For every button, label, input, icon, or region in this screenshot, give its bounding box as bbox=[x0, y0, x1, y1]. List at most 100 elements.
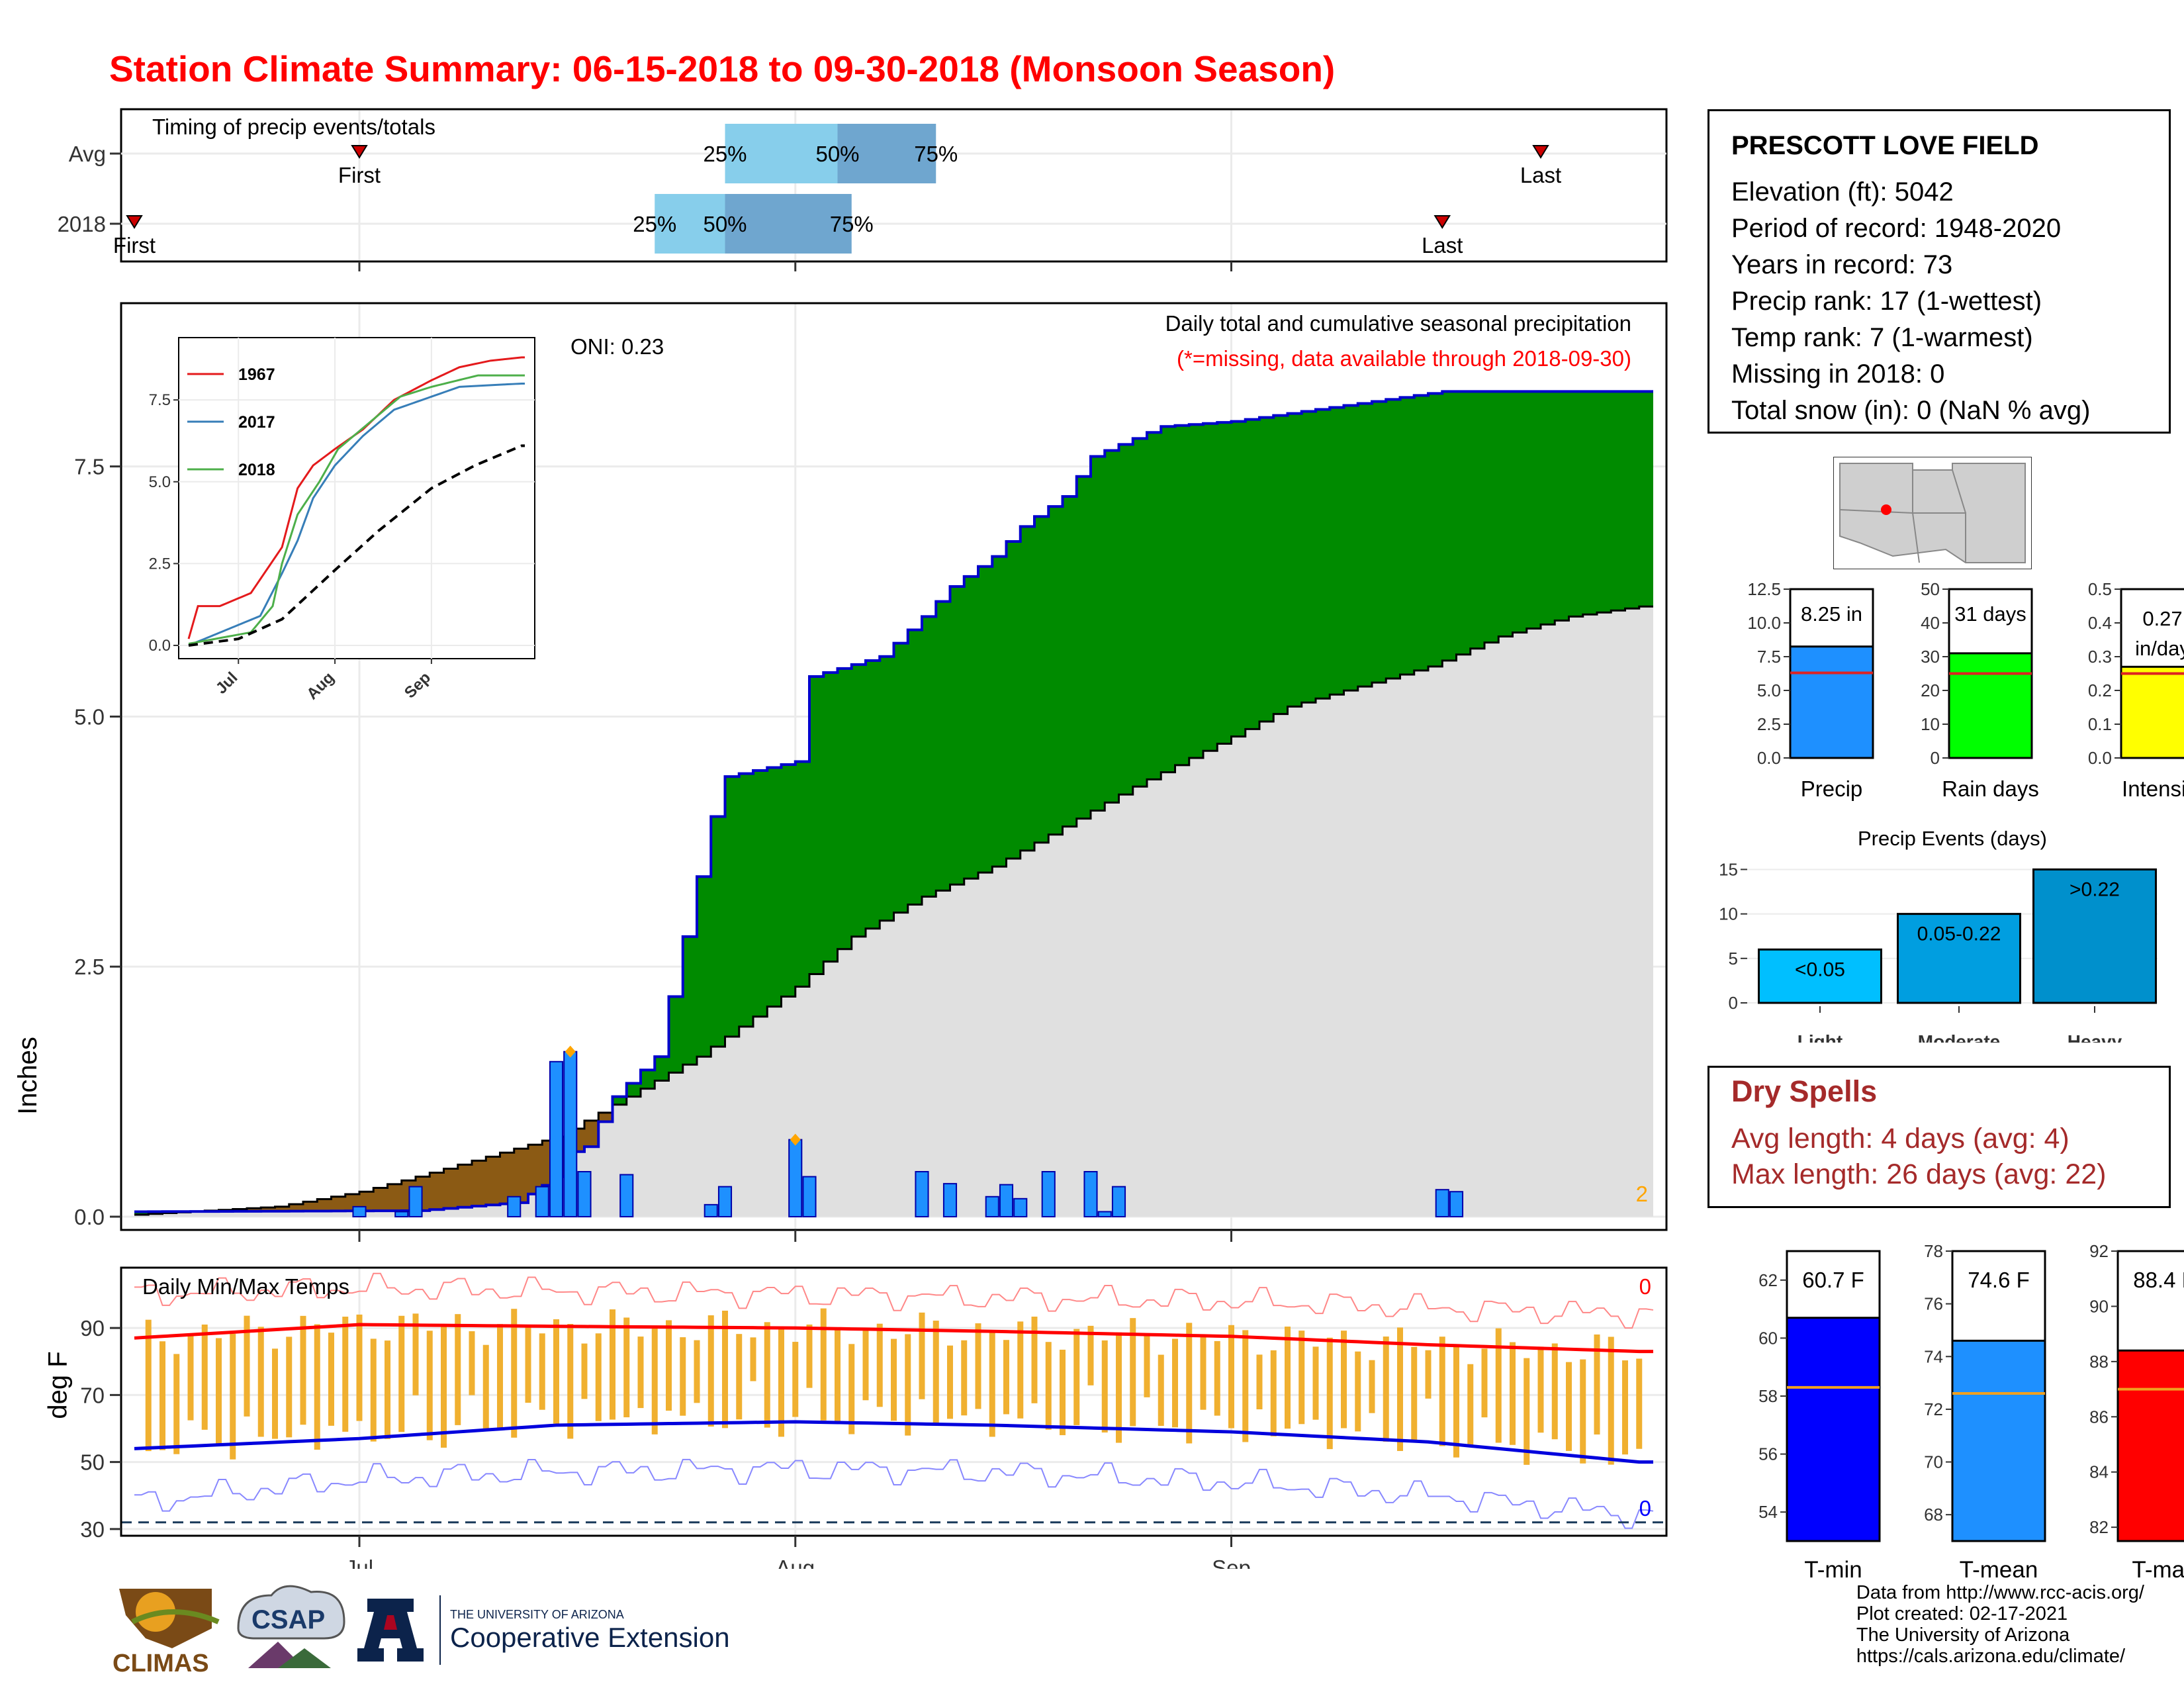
daily-precip-bar bbox=[352, 1205, 367, 1218]
event-bar-range: <0.05 bbox=[1795, 959, 1845, 980]
daily-precip-bar bbox=[507, 1196, 522, 1218]
events-title: Precip Events (days) bbox=[1858, 827, 2047, 850]
ua-logo: THE UNIVERSITY OF ARIZONA Cooperative Ex… bbox=[357, 1595, 730, 1665]
event-bar-range: 0.05-0.22 bbox=[1917, 923, 2001, 945]
station-line: Elevation (ft): 5042 bbox=[1731, 177, 1954, 207]
temp-bar-tick-label: 56 bbox=[1758, 1444, 1778, 1464]
event-bar-range: >0.22 bbox=[2070, 878, 2120, 900]
daily-temp-bar bbox=[300, 1315, 306, 1425]
daily-temp-bar bbox=[187, 1334, 194, 1421]
summary-bar-tick-label: 12.5 bbox=[1747, 579, 1781, 599]
summary-bar-label: Intensity bbox=[2122, 776, 2184, 801]
daily-temp-bar bbox=[1312, 1346, 1319, 1420]
x-tick-label: Aug bbox=[776, 1556, 815, 1569]
temp-ylabel-text: deg F bbox=[43, 1351, 73, 1419]
precip-ylabel: Inches bbox=[13, 1037, 42, 1115]
last-event-marker bbox=[1532, 145, 1549, 159]
temp-summary-bars: 60.7 F 54 56 58 60 62 T-min 74.6 F 68 70 72 74 76 78 T… bbox=[1758, 1241, 2184, 1582]
daily-temp-bar bbox=[933, 1321, 939, 1424]
daily-precip-bar bbox=[1083, 1171, 1098, 1217]
temp-label: Daily Min/Max Temps bbox=[142, 1274, 349, 1299]
daily-precip-bar bbox=[717, 1186, 733, 1217]
daily-temp-bar bbox=[398, 1315, 405, 1432]
summary-bar-tick-label: 0.2 bbox=[2088, 680, 2112, 700]
daily-temp-bar bbox=[1425, 1350, 1432, 1399]
ua-a-outline bbox=[357, 1599, 424, 1662]
daily-temp-bar bbox=[1453, 1346, 1459, 1458]
daily-temp-bar bbox=[1298, 1331, 1305, 1425]
summary-bar-tick-label: 10.0 bbox=[1747, 613, 1781, 633]
summary-bar-tick-label: 30 bbox=[1921, 647, 1940, 667]
daily-precip-bar bbox=[1435, 1189, 1449, 1217]
daily-temp-bar bbox=[286, 1336, 293, 1438]
avg-min-line bbox=[134, 1420, 1653, 1464]
timing-pct-label: 50% bbox=[815, 142, 859, 166]
temp-y-tick-label: 90 bbox=[80, 1316, 105, 1340]
temp-bar-tick-label: 70 bbox=[1924, 1452, 1943, 1472]
timing-pct-label: 25% bbox=[633, 212, 676, 236]
first-event-marker bbox=[351, 145, 368, 159]
daily-precip-bar bbox=[915, 1171, 929, 1217]
credit-line: The University of Arizona bbox=[1856, 1624, 2070, 1646]
station-line: Period of record: 1948-2020 bbox=[1731, 214, 2062, 243]
daily-temp-bar bbox=[370, 1338, 377, 1442]
dry-max-length: Max length: 26 days (avg: 22) bbox=[1731, 1158, 2107, 1190]
daily-temp-bar bbox=[989, 1332, 995, 1437]
temp-bar-tick-label: 76 bbox=[1924, 1294, 1943, 1314]
daily-temp-bar bbox=[497, 1324, 503, 1430]
events-y-tick-label: 5 bbox=[1729, 949, 1738, 968]
temp-bar-tick-label: 78 bbox=[1924, 1241, 1943, 1261]
timing-title: Timing of precip events/totals bbox=[152, 115, 435, 139]
daily-temp-bar bbox=[1101, 1340, 1108, 1433]
timing-q2-box bbox=[837, 124, 936, 183]
temp-bar-fill bbox=[1951, 1339, 2046, 1542]
daily-temp-bar bbox=[806, 1324, 813, 1388]
station-line: Missing in 2018: 0 bbox=[1731, 359, 1945, 389]
temp-y-tick-label: 70 bbox=[80, 1383, 105, 1407]
temp-bar-tick-label: 54 bbox=[1758, 1502, 1778, 1522]
temp-y-tick-label: 30 bbox=[80, 1517, 105, 1542]
daily-temp-bar bbox=[244, 1315, 250, 1417]
daily-temp-bar bbox=[876, 1323, 883, 1407]
daily-temp-bar bbox=[736, 1334, 743, 1420]
station-line: Years in record: 73 bbox=[1731, 250, 1953, 279]
daily-temp-bar bbox=[722, 1311, 728, 1429]
temp-content bbox=[121, 1272, 1666, 1529]
daily-temp-bar bbox=[1636, 1358, 1643, 1449]
temp-y-tick-label: 50 bbox=[80, 1450, 105, 1475]
daily-temp-bar bbox=[314, 1324, 320, 1450]
temp-bar-tick-label: 88 bbox=[2089, 1352, 2109, 1372]
daily-temp-bar bbox=[1608, 1336, 1614, 1465]
timing-pct-label: 25% bbox=[703, 142, 747, 166]
daily-temp-bar bbox=[1186, 1323, 1193, 1444]
ua-a-inner bbox=[384, 1615, 397, 1630]
daily-temp-bar bbox=[1073, 1329, 1080, 1425]
temp-top-count: 0 bbox=[1639, 1274, 1651, 1299]
temp-bar-label: T-mean bbox=[1960, 1557, 2038, 1582]
event-bar bbox=[2032, 868, 2157, 1004]
summary-bar-tick-label: 0.3 bbox=[2088, 647, 2112, 667]
inset-line-avg bbox=[188, 444, 525, 647]
daily-temp-bar bbox=[567, 1324, 574, 1439]
daily-temp-bar bbox=[1242, 1330, 1249, 1442]
inset-y-tick-label: 5.0 bbox=[149, 473, 171, 491]
daily-temp-bar bbox=[1594, 1334, 1600, 1435]
daily-temp-bar bbox=[1045, 1342, 1052, 1430]
daily-precip-bar bbox=[1097, 1211, 1112, 1218]
daily-temp-bar bbox=[637, 1336, 644, 1409]
timing-pct-label: 50% bbox=[703, 212, 747, 236]
dry-spells-box: Dry Spells Avg length: 4 days (avg: 4) M… bbox=[1707, 1066, 2171, 1208]
summary-bar-tick-label: 20 bbox=[1921, 680, 1940, 700]
daily-temp-bar bbox=[230, 1333, 236, 1460]
daily-temp-bar bbox=[694, 1340, 700, 1403]
daily-temp-bar bbox=[1003, 1340, 1009, 1415]
daily-temp-bar bbox=[1580, 1359, 1586, 1464]
logos: CLIMAS CSAP THE UNIVERSITY OF ARIZONA Co… bbox=[113, 1585, 730, 1677]
inset-y-tick-label: 0.0 bbox=[149, 637, 171, 655]
daily-precip-bar bbox=[408, 1186, 423, 1217]
daily-temp-bar bbox=[455, 1314, 461, 1425]
event-bar-label: Heavy bbox=[2068, 1031, 2122, 1043]
temp-bar-value: 74.6 F bbox=[1968, 1268, 2030, 1292]
precip-y-tick-label: 0.0 bbox=[74, 1205, 105, 1229]
daily-temp-bar bbox=[216, 1338, 222, 1445]
